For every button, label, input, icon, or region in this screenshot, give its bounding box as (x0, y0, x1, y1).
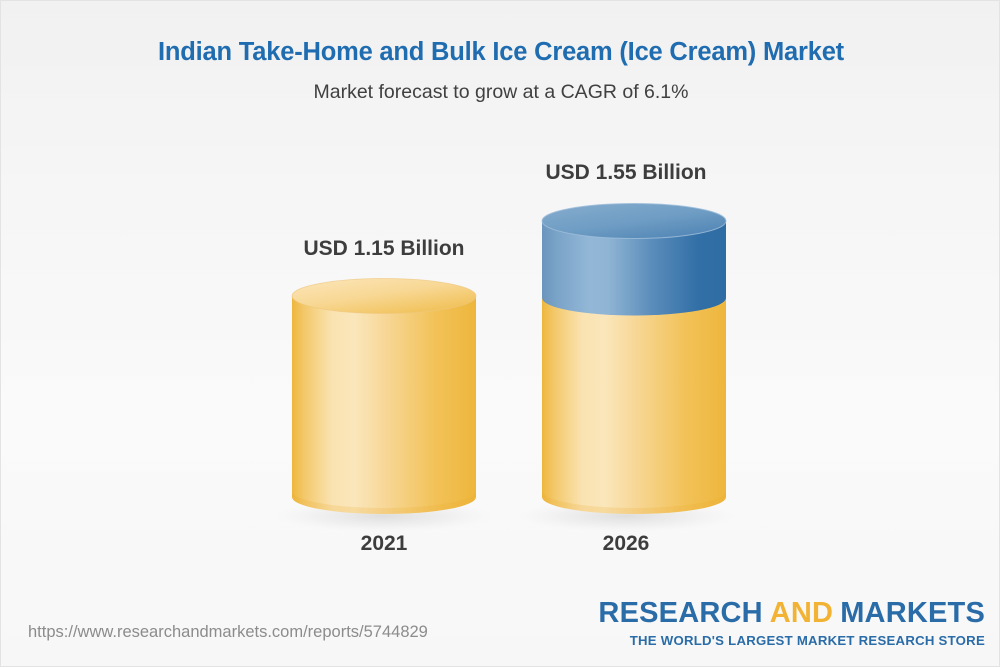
chart-subtitle: Market forecast to grow at a CAGR of 6.1… (313, 80, 689, 103)
report-url[interactable]: https://www.researchandmarkets.com/repor… (28, 623, 428, 641)
logo-wordmark: RESEARCH AND MARKETS (598, 599, 985, 628)
x-axis-label-2021: 2021 (360, 532, 408, 555)
bar-2026-base-segment (542, 298, 726, 514)
bar-2021[interactable] (276, 278, 492, 533)
chart-header: Indian Take-Home and Bulk Ice Cream (Ice… (1, 37, 1000, 104)
bar-2026-bottom-rim (542, 491, 726, 514)
logo-word-markets: MARKETS (840, 597, 985, 629)
logo-word-research: RESEARCH (598, 597, 763, 629)
bar-2026-top (542, 203, 726, 239)
bar-2021-top (292, 278, 476, 314)
logo-word-and: AND (769, 597, 834, 629)
bar-2026[interactable] (518, 203, 734, 533)
bar-2021-value-label: USD 1.15 Billion (303, 237, 465, 260)
bar-2026-value-label: USD 1.55 Billion (545, 161, 707, 184)
bar-2021-bottom-rim (292, 491, 476, 514)
research-and-markets-logo[interactable]: RESEARCH AND MARKETS THE WORLD'S LARGEST M… (598, 599, 985, 648)
bar-2021-body (292, 296, 476, 514)
bar-2026-top-edge (541, 203, 727, 239)
x-axis-label-2026: 2026 (602, 532, 650, 555)
bar-2021-top-edge (291, 278, 477, 314)
logo-tagline: THE WORLD'S LARGEST MARKET RESEARCH STOR… (629, 633, 985, 648)
bar-2026-growth-segment (542, 221, 726, 316)
page-title: Indian Take-Home and Bulk Ice Cream (Ice… (158, 38, 844, 66)
